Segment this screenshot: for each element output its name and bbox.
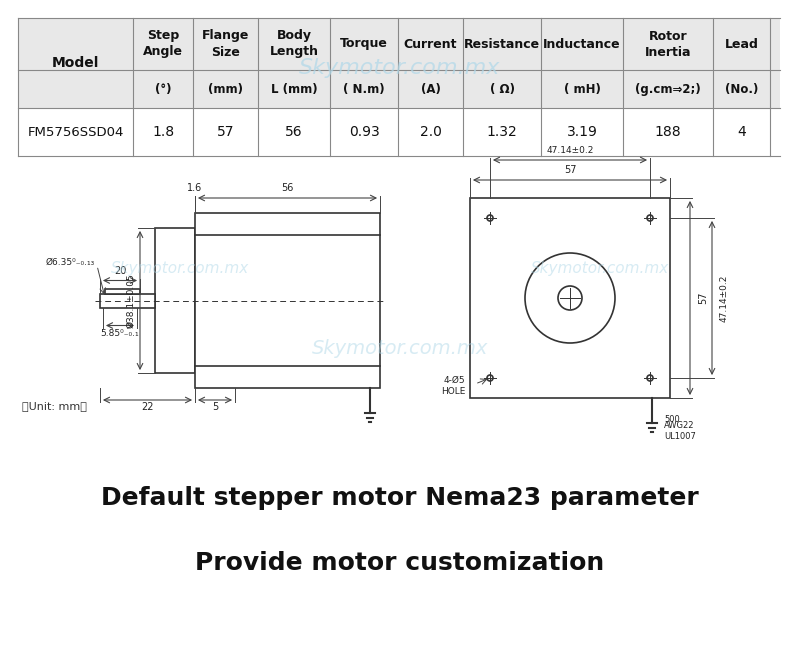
Text: AWG22
UL1007: AWG22 UL1007 [664, 421, 696, 441]
Text: (mm): (mm) [208, 82, 243, 95]
Text: 1.6: 1.6 [187, 183, 202, 193]
Circle shape [525, 253, 615, 343]
Text: Default stepper motor Nema23 parameter: Default stepper motor Nema23 parameter [101, 486, 699, 510]
Bar [105, 288, 140, 293]
Text: ( mH): ( mH) [563, 82, 601, 95]
Text: 57: 57 [698, 291, 708, 304]
Circle shape [487, 375, 493, 381]
Text: Body
Length: Body Length [270, 30, 318, 59]
Text: 5.85⁰₋₀.₁: 5.85⁰₋₀.₁ [101, 328, 139, 338]
Text: 47.14±0.2: 47.14±0.2 [546, 146, 594, 155]
Text: 0.93: 0.93 [349, 125, 379, 139]
Text: Rotor
Inertia: Rotor Inertia [645, 30, 691, 59]
Text: 1.32: 1.32 [486, 125, 518, 139]
Circle shape [558, 286, 582, 310]
Text: 188: 188 [654, 125, 682, 139]
Text: Flange
Size: Flange Size [202, 30, 249, 59]
Text: Provide motor customization: Provide motor customization [195, 551, 605, 575]
Text: Lead: Lead [725, 38, 758, 51]
Text: Skymotor.com.mx: Skymotor.com.mx [531, 261, 669, 276]
Text: 20: 20 [114, 265, 126, 276]
Text: (g.cm⇒2;): (g.cm⇒2;) [635, 82, 701, 95]
Bar [195, 213, 380, 388]
Text: FM5756SSD04: FM5756SSD04 [27, 126, 124, 138]
Bar [155, 228, 195, 373]
Circle shape [647, 215, 653, 221]
Text: 56: 56 [282, 183, 294, 193]
Text: Torque: Torque [340, 38, 388, 51]
Text: Resistance: Resistance [464, 38, 540, 51]
Text: (°): (°) [154, 82, 171, 95]
Text: 1.8: 1.8 [152, 125, 174, 139]
Text: (A): (A) [421, 82, 441, 95]
Circle shape [487, 215, 493, 221]
Text: 3.19: 3.19 [566, 125, 598, 139]
Text: 22: 22 [142, 402, 154, 412]
Text: 5: 5 [212, 402, 218, 412]
Text: 56: 56 [285, 125, 303, 139]
Text: ( N.m): ( N.m) [343, 82, 385, 95]
Text: 47.14±0.2: 47.14±0.2 [720, 274, 729, 322]
Text: 500: 500 [664, 415, 680, 424]
Text: ( Ω): ( Ω) [490, 82, 514, 95]
Text: Skymotor.com.mx: Skymotor.com.mx [312, 338, 488, 357]
Text: Ø6.35⁰₋₀.₁₃: Ø6.35⁰₋₀.₁₃ [46, 258, 95, 267]
Text: (No.): (No.) [725, 82, 758, 95]
Text: Skymotor.com.mx: Skymotor.com.mx [299, 58, 501, 78]
Bar [18, 18, 780, 70]
Text: 57: 57 [217, 125, 234, 139]
Text: L (mm): L (mm) [270, 82, 318, 95]
Text: 2.0: 2.0 [419, 125, 442, 139]
Text: Model: Model [52, 56, 99, 70]
Bar [18, 70, 780, 108]
Text: Inductance: Inductance [543, 38, 621, 51]
Text: 4: 4 [737, 125, 746, 139]
Text: Ø38.1±0.05: Ø38.1±0.05 [126, 273, 135, 328]
Bar [100, 293, 155, 307]
Text: Step
Angle: Step Angle [143, 30, 183, 59]
Text: 4-Ø5
HOLE: 4-Ø5 HOLE [441, 376, 465, 396]
Text: Current: Current [404, 38, 458, 51]
Bar [470, 198, 670, 398]
Text: Skymotor.com.mx: Skymotor.com.mx [111, 261, 249, 276]
Circle shape [647, 375, 653, 381]
Text: 57: 57 [564, 165, 576, 175]
Text: （Unit: mm）: （Unit: mm） [22, 401, 87, 411]
